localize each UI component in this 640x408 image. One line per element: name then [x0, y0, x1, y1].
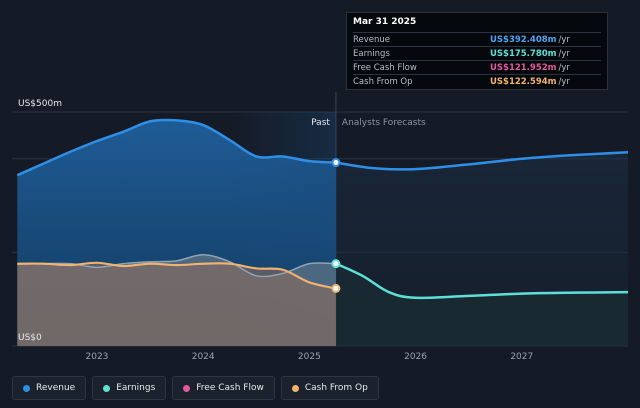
y-axis-bottom-label: US$0 [18, 333, 42, 343]
x-tick-label: 2023 [86, 352, 109, 362]
tooltip-value: US$122.594m [490, 76, 557, 87]
tooltip-unit: /yr [558, 34, 570, 45]
tooltip-panel: Mar 31 2025 Revenue US$392.408m /yr Earn… [346, 12, 608, 90]
legend: Revenue Earnings Free Cash Flow Cash Fro… [12, 376, 379, 400]
legend-dot-icon [103, 384, 111, 392]
tooltip-unit: /yr [558, 62, 570, 73]
cash-from-op-area [17, 262, 336, 346]
tooltip-row-earnings: Earnings US$175.780m /yr [353, 46, 601, 60]
tooltip-label: Free Cash Flow [353, 62, 417, 73]
legend-label: Free Cash Flow [196, 383, 264, 393]
earnings-line [17, 253, 336, 278]
x-tick-label: 2025 [298, 352, 321, 362]
earnings-forecast-line [335, 262, 629, 300]
legend-dot-icon [23, 384, 30, 392]
tooltip-label: Earnings [353, 48, 390, 59]
revenue-line [16, 118, 336, 177]
chart-canvas: US$500m US$0 Past Analysts Forecasts 2023 202… [12, 92, 629, 362]
tooltip-label: Cash From Op [353, 76, 413, 87]
legend-item-revenue[interactable]: Revenue [12, 376, 87, 400]
earnings-marker [331, 259, 341, 269]
legend-label: Earnings [116, 383, 156, 393]
forecast-label: Analysts Forecasts [342, 118, 426, 128]
earnings-forecast-area [335, 263, 628, 346]
tooltip-row-revenue: Revenue US$392.408m /yr [353, 32, 601, 46]
legend-item-free-cash-flow[interactable]: Free Cash Flow [172, 376, 275, 400]
tooltip-row-cfo: Cash From Op US$122.594m /yr [353, 74, 601, 88]
legend-dot-icon [183, 384, 191, 392]
tooltip-date: Mar 31 2025 [353, 17, 417, 27]
tooltip-value: US$175.780m [490, 48, 557, 59]
x-tick-label: 2027 [510, 352, 533, 362]
tooltip-label: Revenue [353, 34, 391, 45]
past-label: Past [311, 118, 330, 128]
tooltip-unit: /yr [558, 76, 570, 87]
legend-item-cash-from-op[interactable]: Cash From Op [280, 376, 379, 400]
cash-from-op-line [17, 261, 337, 290]
tooltip-unit: /yr [558, 48, 570, 59]
legend-dot-icon [291, 384, 299, 392]
tooltip-row-fcf: Free Cash Flow US$121.952m /yr [353, 60, 601, 74]
x-tick-label: 2026 [404, 352, 427, 362]
cash-from-op-marker [331, 283, 341, 293]
revenue-marker [331, 158, 341, 168]
tooltip-value: US$392.408m [490, 34, 557, 45]
tooltip-value: US$121.952m [490, 62, 557, 73]
legend-label: Revenue [36, 383, 76, 393]
legend-label: Cash From Op [304, 383, 368, 393]
x-tick-label: 2024 [192, 352, 215, 362]
legend-item-earnings[interactable]: Earnings [92, 376, 167, 400]
y-axis-top-label: US$500m [18, 99, 62, 109]
revenue-forecast-line [335, 150, 629, 171]
